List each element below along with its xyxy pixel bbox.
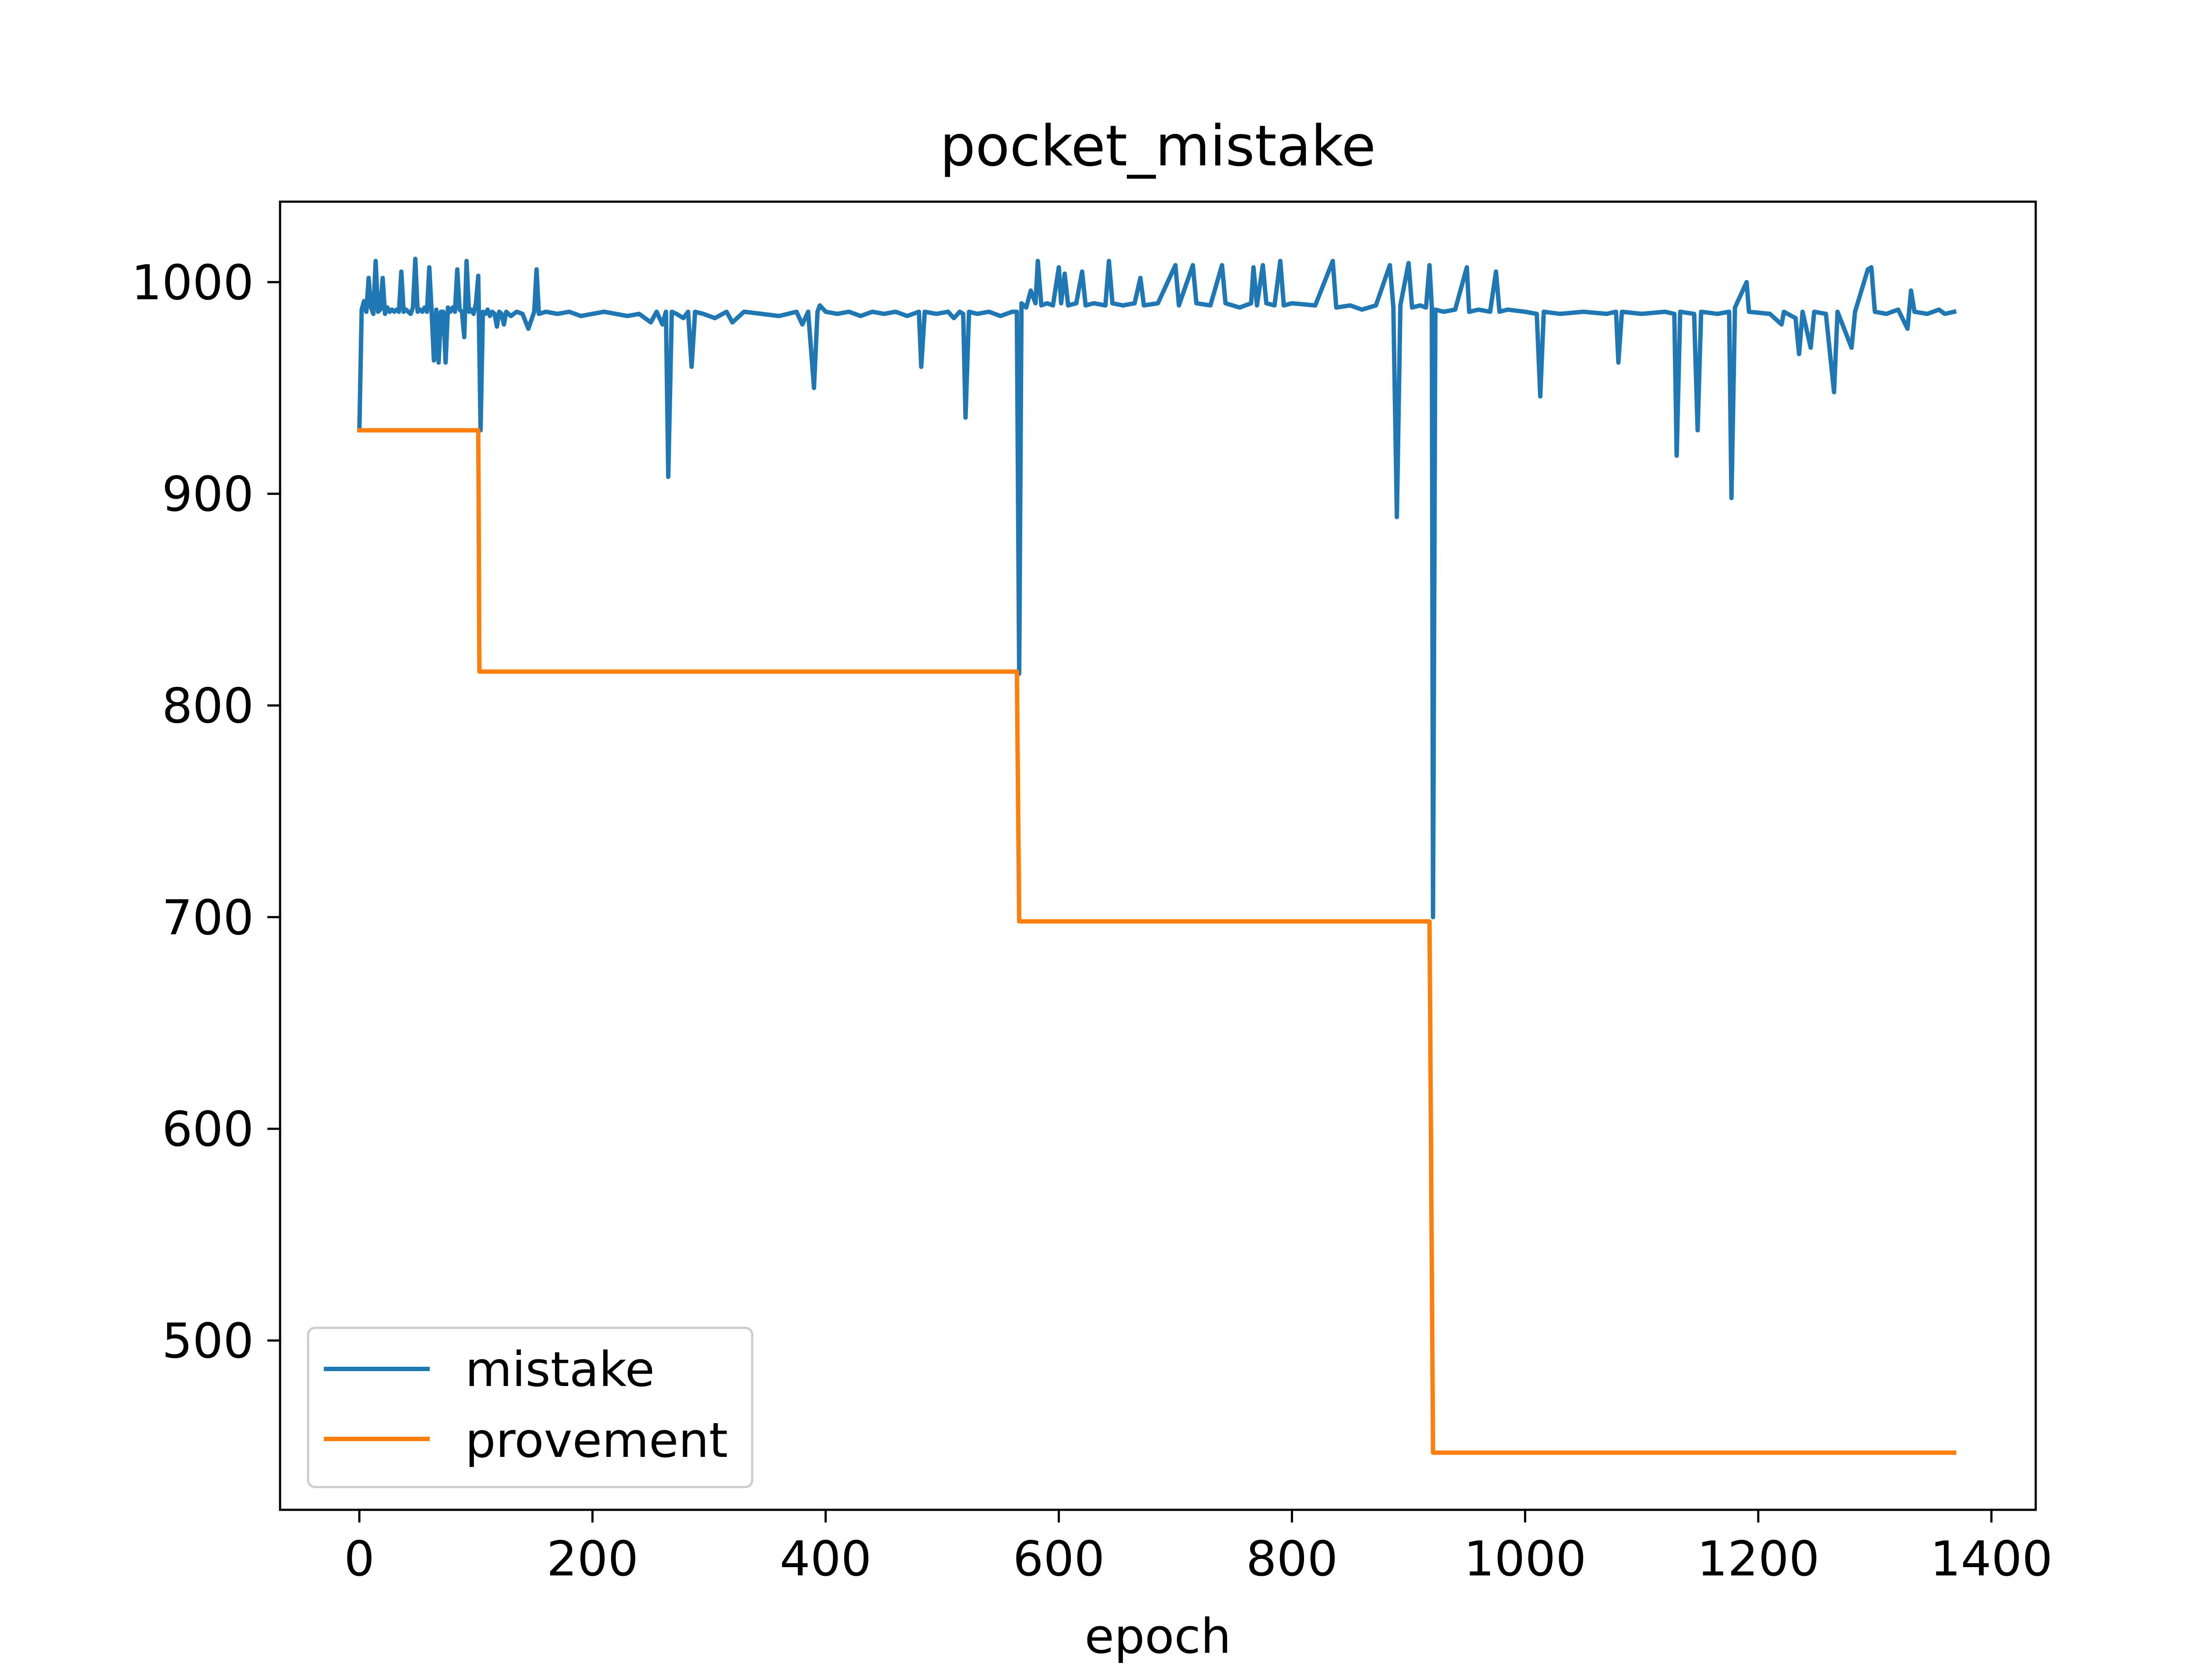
x-tick-label: 1400	[1930, 1531, 2053, 1587]
series-line-mistake	[357, 256, 1957, 920]
x-tick-label: 800	[1246, 1531, 1338, 1587]
x-axis-label: epoch	[1085, 1608, 1231, 1664]
y-tick-label: 1000	[131, 255, 254, 311]
x-tick-label: 1200	[1697, 1531, 1820, 1587]
y-tick-label: 500	[162, 1313, 254, 1369]
y-tick-label: 600	[162, 1101, 254, 1157]
y-axis: 500 600 700 800 900 1000	[131, 255, 280, 1369]
axes-frame	[279, 200, 2037, 1511]
x-tick-label: 1000	[1464, 1531, 1586, 1587]
x-axis: 0 200 400 600 800 1000 1200 1400	[344, 1510, 2053, 1587]
legend: mistake provement	[307, 1326, 754, 1488]
chart-title: pocket_mistake	[940, 114, 1376, 179]
x-tick-label: 200	[547, 1531, 638, 1587]
y-tick-label: 900	[162, 466, 254, 522]
y-tick-label: 700	[162, 889, 254, 945]
legend-label-provement: provement	[465, 1412, 728, 1468]
legend-label-mistake: mistake	[465, 1341, 655, 1397]
x-tick-label: 600	[1013, 1531, 1105, 1587]
x-tick-label: 400	[780, 1531, 872, 1587]
x-tick-label: 0	[344, 1531, 375, 1587]
plot-area	[357, 256, 1957, 1455]
y-tick-label: 800	[162, 678, 254, 734]
series-line-provement	[357, 428, 1957, 1455]
